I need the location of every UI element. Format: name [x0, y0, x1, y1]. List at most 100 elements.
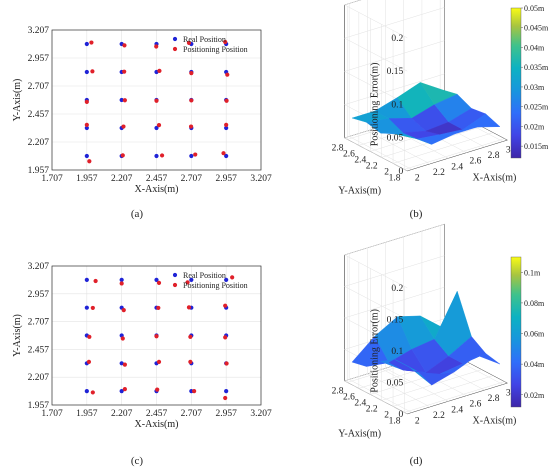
positioning-position-point	[223, 39, 228, 45]
positioning-position-point	[87, 159, 92, 164]
real-position-point	[119, 389, 124, 394]
y-tick-label: 3.207	[28, 26, 50, 36]
y-tick-label: 1.8	[389, 173, 401, 183]
x-tick-label: 2.6	[469, 400, 481, 410]
panel-caption: (c)	[131, 455, 144, 467]
y-tick-label: 2.457	[28, 110, 50, 120]
panel-caption: (a)	[131, 208, 144, 220]
x-tick-label: 1.707	[41, 174, 63, 184]
colorbar	[510, 7, 522, 159]
positioning-position-point	[119, 281, 124, 286]
y-tick-label: 2.957	[28, 290, 50, 300]
real-position-point	[84, 277, 89, 282]
x-tick-label: 2.8	[488, 151, 500, 161]
x-tick-label: 2.707	[181, 174, 203, 184]
positioning-position-point	[192, 389, 197, 394]
x-axis-label: X-Axis(m)	[135, 419, 179, 430]
legend-marker	[172, 46, 178, 52]
positioning-position-point	[224, 98, 229, 103]
positioning-position-point	[223, 335, 228, 340]
positioning-position-point	[87, 334, 92, 339]
grid-line-z	[343, 7, 445, 72]
x-tick-label: 3.207	[250, 174, 272, 184]
positioning-position-point	[122, 386, 127, 392]
x-tick-label: 2.207	[111, 174, 133, 184]
colorbar-tick-label: 0.035m	[524, 63, 549, 72]
grid-line-z	[343, 255, 445, 320]
z-tick-label: 0.05	[387, 378, 404, 388]
x-axis-label: X-Axis(m)	[473, 416, 517, 427]
real-position-point	[84, 389, 89, 394]
y-tick-label: 1.957	[28, 401, 50, 411]
x-tick-label: 2.457	[146, 174, 168, 184]
positioning-position-point	[223, 303, 228, 308]
colorbar-tick-label: 0.1m	[524, 268, 541, 277]
y-axis-label: Y-Axis(m)	[338, 428, 381, 439]
panel-caption: (d)	[410, 455, 423, 467]
real-position-point	[84, 41, 89, 47]
positioning-position-point	[122, 362, 127, 367]
x-tick-label: 2.2	[433, 168, 445, 178]
real-position-point	[84, 153, 89, 159]
z-tick-label: 0.05	[387, 134, 404, 144]
y-tick-label: 2.2	[366, 161, 378, 171]
positioning-position-point	[154, 98, 159, 103]
x-tick-label: 3.207	[250, 409, 272, 419]
y-tick-label: 2.957	[28, 54, 50, 64]
positioning-position-point	[90, 305, 95, 311]
positioning-position-point	[188, 334, 193, 339]
positioning-position-point	[89, 40, 94, 45]
z-axis-label: Positioning Error(m)	[369, 63, 380, 147]
y-tick-label: 2.6	[343, 149, 355, 159]
z-tick-label: 0.1	[391, 347, 403, 357]
positioning-position-point	[155, 387, 160, 392]
colorbar-tick-label: 0.03m	[524, 83, 545, 92]
real-position-point	[189, 277, 194, 282]
positioning-position-point	[90, 390, 95, 395]
real-position-point	[119, 277, 124, 282]
legend-marker	[172, 272, 178, 278]
positioning-position-point	[159, 153, 165, 158]
positioning-position-point	[189, 98, 194, 103]
real-position-point	[154, 125, 159, 131]
legend-label: Real Position	[183, 35, 226, 44]
z-tick-label: 0	[399, 410, 404, 420]
x-axis-label: X-Axis(m)	[135, 184, 179, 195]
z-tick-label: 0.15	[387, 315, 404, 325]
x-axis-label: X-Axis(m)	[473, 173, 517, 184]
y-tick-label: 2	[384, 167, 389, 177]
real-position-point	[224, 389, 229, 394]
legend-label: Positioning Position	[183, 45, 248, 54]
positioning-position-point	[224, 361, 229, 366]
positioning-position-point	[156, 122, 162, 128]
y-axis-label: Y-Axis(m)	[338, 185, 381, 196]
positioning-position-point	[122, 43, 127, 48]
real-position-point	[154, 277, 159, 282]
panel-a: 1.707 1.957 2.207 2.457 2.707 2.957 3.2071.957…	[12, 26, 272, 220]
grid-line-z	[343, 40, 445, 105]
y-tick-label: 2.707	[28, 82, 50, 92]
positioning-position-point	[154, 334, 159, 339]
positioning-position-point	[193, 152, 198, 157]
x-tick-label: 2.4	[451, 162, 463, 172]
y-tick-label: 2.707	[28, 318, 50, 328]
colorbar-tick-label: 0.045m	[524, 24, 549, 33]
y-tick-label: 1.957	[28, 166, 50, 176]
y-tick-label: 2.207	[28, 373, 50, 383]
z-tick-label: 0.2	[391, 34, 403, 44]
real-position-point	[154, 153, 159, 159]
positioning-position-point	[186, 40, 192, 45]
plot-frame	[51, 265, 262, 406]
real-position-point	[119, 97, 124, 103]
real-position-point	[119, 361, 124, 366]
positioning-position-point	[122, 98, 127, 103]
x-tick-label: 2.2	[433, 411, 445, 421]
positioning-position-point	[224, 122, 229, 127]
positioning-position-point	[223, 395, 228, 401]
x-tick-label: 2.957	[215, 174, 237, 184]
surface-patch	[462, 113, 501, 130]
x-tick-label: 2	[415, 417, 420, 427]
y-tick-label: 2.8	[332, 143, 344, 153]
positioning-position-point	[185, 280, 190, 285]
